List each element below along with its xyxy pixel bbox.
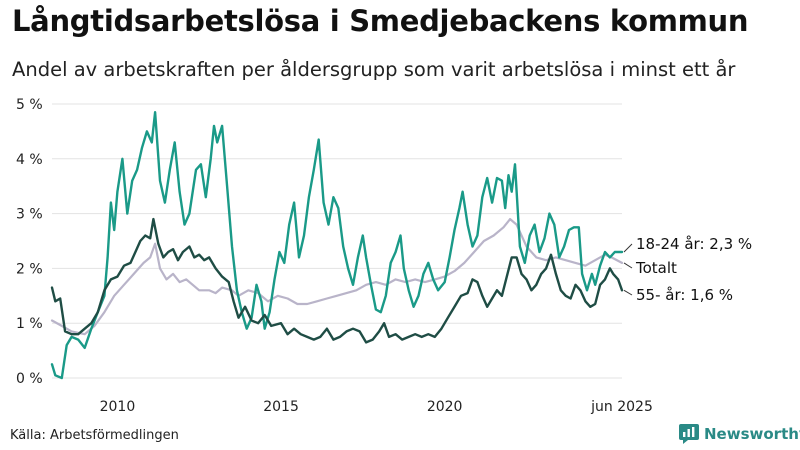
y-tick-label: 1 % [16,316,43,332]
leader-line [623,289,633,296]
series-line-55- år [50,217,624,344]
y-tick-label: 4 % [16,152,43,168]
leader-line [623,243,633,253]
series-end-label: 18-24 år: 2,3 % [636,235,752,253]
grid-lines [52,103,622,379]
y-tick-label: 3 % [16,207,43,223]
series-end-label: Totalt [635,259,677,277]
x-axis-ticks: 2010 2015 2020 jun 2025 [100,399,653,415]
y-tick-label: 5 % [16,97,43,113]
leader-line [623,262,633,269]
newsworthy-chart-icon [679,424,699,444]
brand-logo: Newsworthy [679,424,800,444]
series-line-Totalt [50,218,624,336]
y-tick-label: 0 % [16,371,43,387]
series-lines [50,111,624,380]
x-tick-label: 2010 [100,399,136,415]
y-axis-ticks: 0 % 1 % 2 % 3 % 4 % 5 % [16,97,43,387]
end-labels: Totalt 18-24 år: 2,3 % 55- år: 1,6 % [623,235,752,304]
chart-title: Långtidsarbetslösa i Smedjebackens kommu… [12,4,749,38]
source-note: Källa: Arbetsförmedlingen [10,428,179,443]
x-tick-label: 2015 [263,399,299,415]
series-line-18-24 år [50,111,624,380]
x-tick-label: jun 2025 [590,399,653,415]
y-tick-label: 2 % [16,261,43,277]
x-tick-label: 2020 [427,399,463,415]
series-end-label: 55- år: 1,6 % [636,286,733,304]
brand-name: Newsworthy [704,425,800,443]
chart-subtitle: Andel av arbetskraften per åldersgrupp s… [12,58,736,81]
